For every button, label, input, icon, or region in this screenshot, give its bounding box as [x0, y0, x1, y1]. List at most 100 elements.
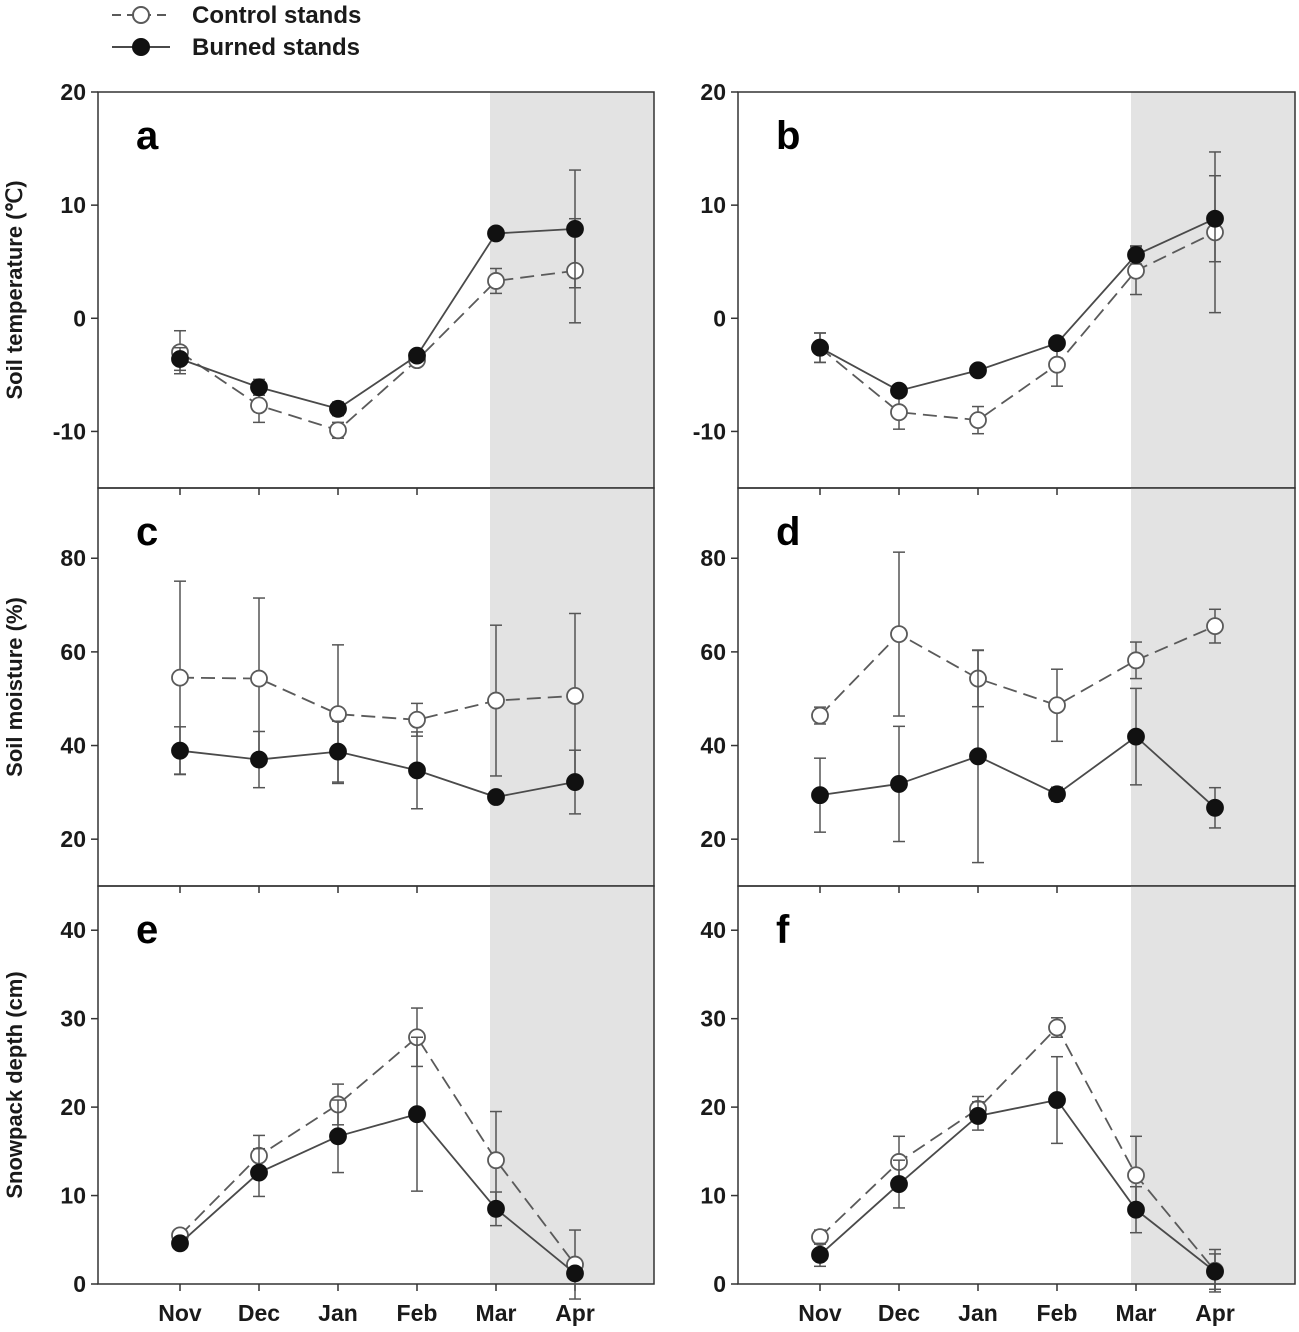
burned-point — [1206, 798, 1224, 817]
x-tick-label: Dec — [878, 1300, 920, 1326]
y-tick-label: 80 — [700, 545, 726, 571]
burned-point — [811, 338, 829, 357]
x-tick-label: Feb — [397, 1300, 438, 1326]
control-point — [1048, 696, 1066, 715]
panel-b: -10 0 10 20 b — [693, 79, 1296, 495]
burned-point — [1048, 1091, 1066, 1109]
burned-point — [487, 1199, 505, 1218]
control-point — [1048, 355, 1066, 374]
shaded-region — [1131, 886, 1295, 1284]
x-tick-label: Nov — [158, 1300, 202, 1326]
burned-line — [179, 228, 576, 410]
panel-c: 20 40 60 80 Soil moisture (%) c — [2, 487, 655, 893]
y-tick-label: 40 — [700, 733, 726, 759]
panel-letter: a — [136, 114, 159, 158]
x-tick-label: Jan — [318, 1300, 358, 1326]
control-point — [171, 668, 189, 687]
y-tick-label: 20 — [60, 1094, 86, 1120]
series-control — [811, 151, 1224, 435]
burned-point — [1048, 334, 1066, 353]
legend-control-label: Control stands — [192, 2, 361, 29]
burned-point — [566, 773, 584, 791]
burned-point — [969, 361, 987, 380]
burned-point — [566, 1264, 584, 1283]
control-point — [1048, 1018, 1066, 1037]
x-tick-label: Apr — [1195, 1300, 1235, 1326]
y-tick-label: 0 — [73, 1271, 86, 1297]
series-burned — [171, 720, 584, 815]
y-tick-label: 10 — [700, 192, 726, 218]
series-burned — [171, 169, 584, 418]
burned-point — [250, 750, 268, 769]
y-tick-label: 10 — [60, 192, 86, 218]
shaded-region — [490, 92, 654, 488]
burned-line — [819, 735, 1216, 809]
panel-d: 20 40 60 80 d — [700, 487, 1296, 893]
burned-point — [890, 381, 908, 400]
series-burned — [811, 649, 1224, 864]
panel-letter: b — [776, 114, 800, 158]
x-tick-label: Dec — [238, 1300, 280, 1326]
panel-letter: f — [776, 908, 790, 952]
burned-point — [1048, 785, 1066, 804]
y-tick-label: 40 — [60, 733, 86, 759]
shaded-region — [1131, 92, 1295, 488]
burned-point — [487, 224, 505, 243]
x-tick-label: Mar — [1116, 1300, 1157, 1326]
burned-point — [811, 786, 829, 805]
y-tick-label: 80 — [60, 545, 86, 571]
control-point — [890, 625, 908, 643]
burned-point — [329, 1127, 347, 1146]
control-point — [890, 403, 908, 422]
legend: Control stands Burned stands — [112, 2, 361, 61]
control-line — [179, 269, 576, 432]
y-tick-label: 60 — [60, 639, 86, 665]
y-tick-label: 0 — [713, 1271, 726, 1297]
series-burned — [811, 1055, 1224, 1291]
burned-line — [179, 749, 576, 798]
y-tick-label: 60 — [700, 639, 726, 665]
burned-point — [1127, 246, 1145, 264]
shaded-region — [490, 488, 654, 886]
control-point — [1127, 261, 1145, 280]
axes-frame — [737, 885, 1296, 1285]
series-burned — [171, 1036, 584, 1283]
series-burned — [811, 174, 1224, 400]
y-tick-label: -10 — [693, 418, 726, 444]
burned-point — [250, 1163, 268, 1182]
panels: -10 0 10 20 Soil temperature (℃) a -10 0 10 20 b 20… — [2, 79, 1296, 1326]
panel-f: 0 10 20 30 40 Nov Dec Jan Feb Mar Apr f — [700, 885, 1296, 1326]
burned-point — [329, 742, 347, 761]
control-point — [487, 1151, 505, 1170]
y-tick-label: 20 — [60, 79, 86, 105]
y-tick-label: 30 — [60, 1006, 86, 1032]
x-tick-label: Mar — [476, 1300, 517, 1326]
x-tick-label: Feb — [1037, 1300, 1078, 1326]
burned-point — [171, 1234, 189, 1253]
y-tick-label: 0 — [713, 305, 726, 331]
control-line — [179, 1035, 576, 1266]
y-axis-label: Snowpack depth (cm) — [2, 971, 27, 1198]
control-point — [811, 706, 829, 725]
y-tick-label: 40 — [700, 917, 726, 943]
burned-point — [171, 350, 189, 368]
burned-point — [1127, 1200, 1145, 1219]
y-tick-label: 30 — [700, 1006, 726, 1032]
y-tick-label: 20 — [60, 826, 86, 852]
legend-burned-label: Burned stands — [192, 34, 360, 61]
y-tick-label: 20 — [700, 79, 726, 105]
burned-point — [1127, 727, 1145, 746]
y-axis-label: Soil moisture (%) — [2, 597, 27, 777]
burned-point — [890, 1175, 908, 1193]
x-tick-label: Jan — [958, 1300, 998, 1326]
legend-control-marker — [132, 6, 150, 24]
y-tick-label: -10 — [53, 418, 86, 444]
control-point — [1127, 1166, 1145, 1185]
control-point — [408, 710, 426, 729]
legend-burned-marker — [132, 38, 150, 56]
burned-line — [179, 1113, 576, 1275]
y-tick-label: 20 — [700, 826, 726, 852]
burned-point — [487, 788, 505, 806]
burned-point — [171, 741, 189, 760]
control-point — [250, 396, 268, 415]
